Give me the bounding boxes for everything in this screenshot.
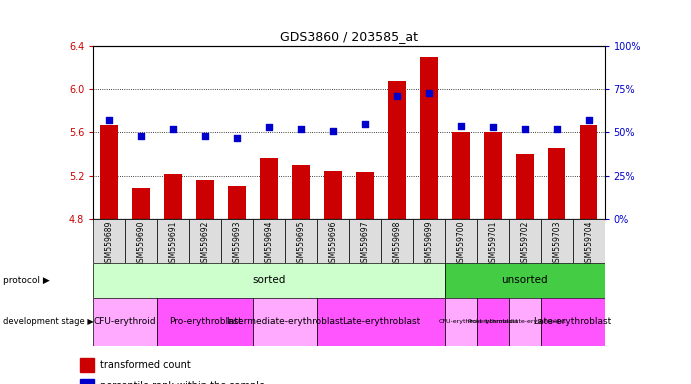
Text: sorted: sorted <box>252 275 286 285</box>
Bar <box>445 263 605 298</box>
Point <box>424 90 435 96</box>
Bar <box>80 379 94 384</box>
Text: GSM559690: GSM559690 <box>137 220 146 267</box>
Bar <box>477 298 509 346</box>
Bar <box>548 147 565 219</box>
Bar <box>509 219 540 263</box>
Text: unsorted: unsorted <box>502 275 548 285</box>
Bar <box>356 172 374 219</box>
Bar <box>477 219 509 263</box>
Text: Pro-erythroblast: Pro-erythroblast <box>169 317 242 326</box>
Bar <box>540 219 573 263</box>
Text: GSM559702: GSM559702 <box>520 220 529 266</box>
Bar <box>93 298 158 346</box>
Bar <box>292 165 310 219</box>
Text: GSM559698: GSM559698 <box>392 220 401 266</box>
Bar <box>93 263 445 298</box>
Bar <box>484 132 502 219</box>
Bar <box>317 219 349 263</box>
Bar <box>388 81 406 219</box>
Text: GSM559692: GSM559692 <box>200 220 209 266</box>
Text: GSM559695: GSM559695 <box>296 220 305 267</box>
Bar <box>452 132 470 219</box>
Bar <box>221 219 253 263</box>
Bar <box>285 219 317 263</box>
Text: GSM559699: GSM559699 <box>424 220 433 267</box>
Text: Pro-erythroblast: Pro-erythroblast <box>467 319 518 324</box>
Text: Intermediate-erythroblast: Intermediate-erythroblast <box>227 317 343 326</box>
Bar <box>580 125 598 219</box>
Bar <box>420 57 437 219</box>
Text: CFU-erythroid: CFU-erythroid <box>94 317 157 326</box>
Text: GSM559701: GSM559701 <box>489 220 498 266</box>
Bar <box>253 298 317 346</box>
Text: GSM559694: GSM559694 <box>265 220 274 267</box>
Text: GSM559691: GSM559691 <box>169 220 178 266</box>
Point <box>135 133 146 139</box>
Text: GSM559700: GSM559700 <box>456 220 465 267</box>
Text: CFU-erythroid: CFU-erythroid <box>439 319 482 324</box>
Bar <box>540 298 605 346</box>
Point <box>487 124 498 131</box>
Bar <box>253 219 285 263</box>
Bar <box>516 154 533 219</box>
Point <box>519 126 530 132</box>
Bar <box>93 219 125 263</box>
Bar <box>80 358 94 372</box>
Text: GSM559704: GSM559704 <box>584 220 593 267</box>
Bar <box>133 187 150 219</box>
Text: Late-erythroblast: Late-erythroblast <box>342 317 420 326</box>
Text: GSM559703: GSM559703 <box>552 220 561 267</box>
Bar <box>349 219 381 263</box>
Point <box>328 127 339 134</box>
Point <box>200 133 211 139</box>
Text: development stage ▶: development stage ▶ <box>3 317 95 326</box>
Bar <box>261 158 278 219</box>
Text: GSM559689: GSM559689 <box>105 220 114 266</box>
Bar <box>100 125 118 219</box>
Bar <box>324 171 342 219</box>
Text: Intermediate-erythroblast: Intermediate-erythroblast <box>484 319 565 324</box>
Bar <box>189 219 221 263</box>
Point <box>296 126 307 132</box>
Point <box>231 135 243 141</box>
Bar <box>573 219 605 263</box>
Point <box>583 118 594 124</box>
Text: GSM559696: GSM559696 <box>328 220 337 267</box>
Bar <box>164 174 182 219</box>
Text: GSM559697: GSM559697 <box>361 220 370 267</box>
Bar <box>228 187 246 219</box>
Text: protocol ▶: protocol ▶ <box>3 276 50 285</box>
Point <box>104 118 115 124</box>
Bar <box>509 298 540 346</box>
Bar <box>413 219 445 263</box>
Text: percentile rank within the sample: percentile rank within the sample <box>100 381 265 384</box>
Bar <box>196 180 214 219</box>
Bar <box>445 298 477 346</box>
Text: Late-erythroblast: Late-erythroblast <box>533 317 612 326</box>
Point <box>168 126 179 132</box>
Text: GSM559693: GSM559693 <box>233 220 242 267</box>
Bar <box>158 219 189 263</box>
Bar <box>317 298 445 346</box>
Point <box>551 126 562 132</box>
Point <box>359 121 370 127</box>
Bar <box>158 298 253 346</box>
Point <box>263 124 274 131</box>
Point <box>455 122 466 129</box>
Bar <box>381 219 413 263</box>
Bar <box>125 219 158 263</box>
Title: GDS3860 / 203585_at: GDS3860 / 203585_at <box>280 30 418 43</box>
Bar <box>445 219 477 263</box>
Point <box>391 93 402 99</box>
Text: transformed count: transformed count <box>100 360 190 370</box>
